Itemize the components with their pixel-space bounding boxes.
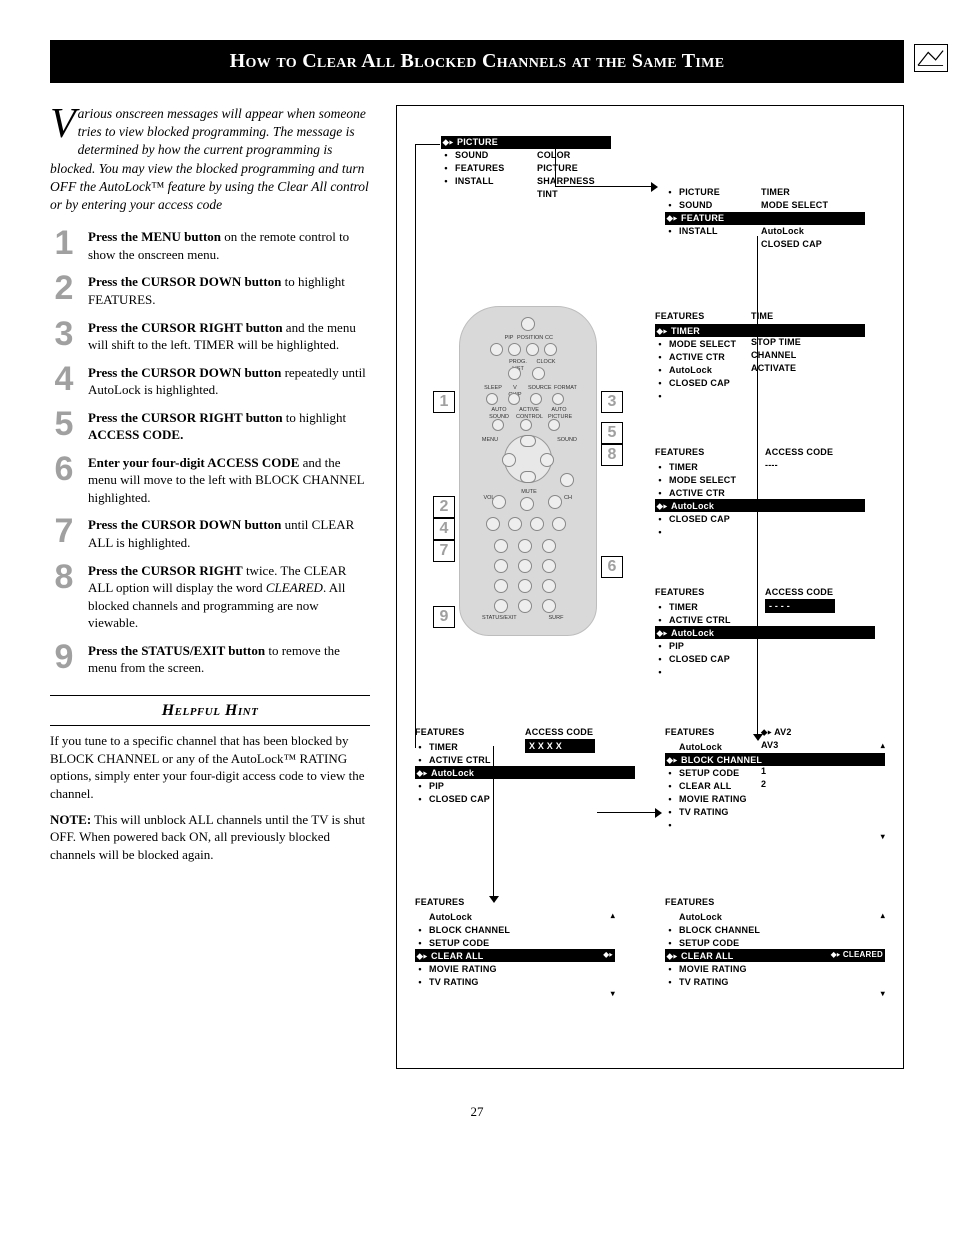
osd-menu-3: FEATURES⬥▸TIMER•MODE SELECT•ACTIVE CTR•A… [655,310,865,402]
callout-4: 4 [433,518,455,540]
step-number: 5 [50,409,78,444]
osd-menu-8: FEATURESAutoLock▴•BLOCK CHANNEL•SETUP CO… [415,896,615,1001]
hint-body: If you tune to a specific channel that h… [50,732,370,863]
remote-illustration: PIP POSITION CC PROG. LIST CLOCK SLEEP V… [459,306,597,636]
intro-paragraph: Various onscreen messages will appear wh… [50,105,370,214]
step-3: 3 Press the CURSOR RIGHT button and the … [50,319,370,354]
osd-menu-4: FEATURES•TIMER•MODE SELECT•ACTIVE CTR⬥▸A… [655,446,865,538]
callout-1: 1 [433,391,455,413]
step-1: 1 Press the MENU button on the remote co… [50,228,370,263]
step-number: 6 [50,454,78,507]
divider [50,725,370,726]
step-text: Press the CURSOR DOWN button repeatedly … [88,364,370,399]
osd-menu-9: FEATURESAutoLock▴•BLOCK CHANNEL•SETUP CO… [665,896,885,1001]
hint-p2: NOTE: This will unblock ALL channels unt… [50,811,370,864]
step-number: 3 [50,319,78,354]
step-4: 4 Press the CURSOR DOWN button repeatedl… [50,364,370,399]
step-number: 1 [50,228,78,263]
callout-9: 9 [433,606,455,628]
diagram-panel: PIP POSITION CC PROG. LIST CLOCK SLEEP V… [396,105,904,1069]
callout-7: 7 [433,540,455,562]
step-text: Press the CURSOR DOWN button to highligh… [88,273,370,308]
left-column: Various onscreen messages will appear wh… [50,105,370,1069]
osd-menu-7: FEATURESAutoLock▴⬥▸BLOCK CHANNEL•SETUP C… [665,726,885,844]
step-number: 2 [50,273,78,308]
page-corner-icon [914,44,948,72]
step-text: Press the CURSOR DOWN button until CLEAR… [88,516,370,551]
page-title-bar: How to Clear All Blocked Channels at the… [50,40,904,83]
osd-menu-6: FEATURES•TIMER•ACTIVE CTRL⬥▸AutoLock•PIP… [415,726,635,805]
step-number: 8 [50,562,78,632]
page-number: 27 [50,1103,904,1121]
callout-6: 6 [601,556,623,578]
step-2: 2 Press the CURSOR DOWN button to highli… [50,273,370,308]
callout-8: 8 [601,444,623,466]
hint-heading: Helpful Hint [50,700,370,722]
callout-3: 3 [601,391,623,413]
osd-menu-1: ⬥▸PICTURE•SOUND•FEATURES•INSTALLBRIGHTNE… [441,136,611,188]
callout-5: 5 [601,422,623,444]
step-text: Enter your four-digit ACCESS CODE and th… [88,454,370,507]
dropcap: V [50,105,78,143]
step-number: 7 [50,516,78,551]
step-7: 7 Press the CURSOR DOWN button until CLE… [50,516,370,551]
hint-p1: If you tune to a specific channel that h… [50,732,370,802]
step-number: 9 [50,642,78,677]
step-text: Press the CURSOR RIGHT twice. The CLEAR … [88,562,370,632]
step-9: 9 Press the STATUS/EXIT button to remove… [50,642,370,677]
step-number: 4 [50,364,78,399]
step-8: 8 Press the CURSOR RIGHT twice. The CLEA… [50,562,370,632]
intro-text: arious onscreen messages will appear whe… [50,106,369,212]
step-text: Press the CURSOR RIGHT button to highlig… [88,409,370,444]
page-title: How to Clear All Blocked Channels at the… [230,50,725,72]
divider [50,695,370,696]
step-text: Press the CURSOR RIGHT button and the me… [88,319,370,354]
step-6: 6 Enter your four-digit ACCESS CODE and … [50,454,370,507]
step-text: Press the MENU button on the remote cont… [88,228,370,263]
step-5: 5 Press the CURSOR RIGHT button to highl… [50,409,370,444]
osd-menu-2: •PICTURE•SOUND⬥▸FEATURE•INSTALLTIMERMODE… [665,186,865,238]
step-text: Press the STATUS/EXIT button to remove t… [88,642,370,677]
osd-menu-5: FEATURES•TIMER•ACTIVE CTRL⬥▸AutoLock•PIP… [655,586,875,678]
callout-2: 2 [433,496,455,518]
